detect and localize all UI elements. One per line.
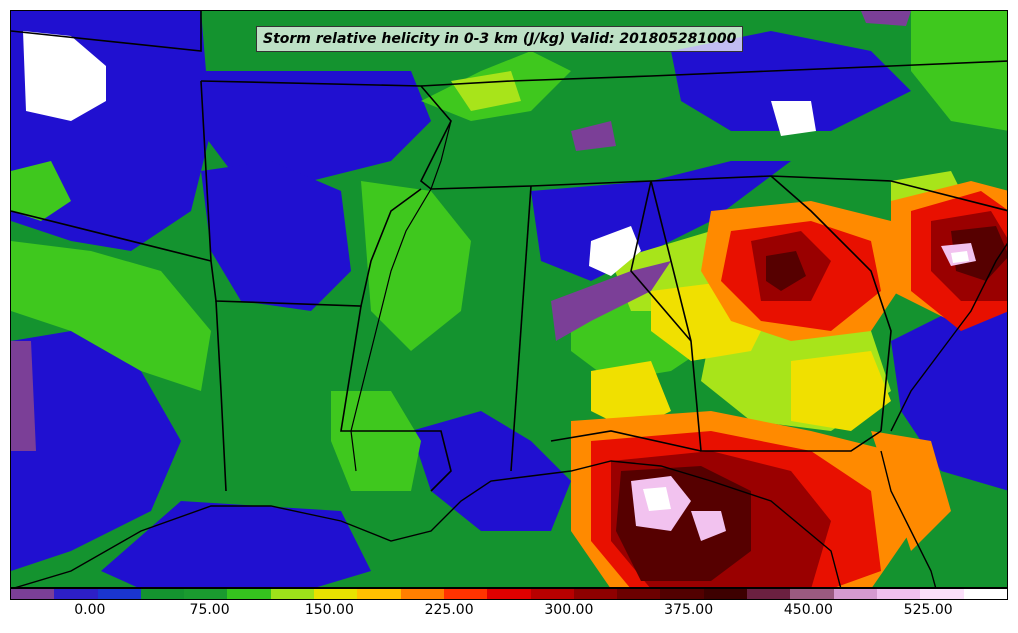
- colorbar-segment: [703, 589, 748, 599]
- helicity-field-white: [23, 31, 969, 511]
- colorbar-tick-label: 225.00: [424, 602, 474, 618]
- helicity-field-lightgreen: [11, 11, 1007, 491]
- colorbar-segment: [54, 589, 98, 599]
- colorbar-segment: [184, 589, 228, 599]
- colorbar-tick-label: 0.00: [74, 602, 106, 618]
- colorbar-segment: [11, 589, 55, 599]
- colorbar-segment: [747, 589, 791, 599]
- helicity-field-purple: [11, 11, 911, 451]
- colorbar-segment: [963, 589, 1007, 599]
- colorbar-segment: [876, 589, 921, 599]
- colorbar-segment: [530, 589, 574, 599]
- helicity-field-yellow: [591, 281, 891, 431]
- colorbar-segment: [314, 589, 358, 599]
- colorbar-segment: [573, 589, 618, 599]
- colorbar-segment: [140, 589, 185, 599]
- colorbar-tick-label: 450.00: [783, 602, 833, 618]
- colorbar: [10, 588, 1008, 600]
- mississippi-river: [350, 120, 452, 472]
- colorbar-tick-label: 300.00: [544, 602, 594, 618]
- colorbar-segment: [660, 589, 704, 599]
- helicity-map: [11, 11, 1007, 587]
- colorbar-segment: [617, 589, 661, 599]
- colorbar-tick-label: 375.00: [664, 602, 714, 618]
- helicity-field-blue: [11, 11, 1007, 587]
- colorbar-segment: [790, 589, 834, 599]
- colorbar-tick-labels: 0.00 75.00 150.00 225.00 300.00 375.00 450.00 5…: [10, 600, 1008, 626]
- colorbar-segment: [443, 589, 488, 599]
- colorbar-tick-label: 150.00: [304, 602, 354, 618]
- coastline: [15, 242, 1007, 587]
- colorbar-segment: [487, 589, 531, 599]
- colorbar-segment: [227, 589, 271, 599]
- map-title: Storm relative helicity in 0-3 km (J/kg)…: [256, 26, 744, 52]
- colorbar-tick-label: 75.00: [189, 602, 230, 618]
- state-boundaries: [11, 11, 1007, 492]
- map-frame[interactable]: Storm relative helicity in 0-3 km (J/kg)…: [10, 10, 1008, 588]
- colorbar-tick-label: 525.00: [903, 602, 953, 618]
- colorbar-segment: [97, 589, 141, 599]
- colorbar-segment: [357, 589, 401, 599]
- colorbar-segment: [833, 589, 877, 599]
- colorbar-segment: [920, 589, 964, 599]
- colorbar-segment: [270, 589, 315, 599]
- colorbar-segment: [400, 589, 444, 599]
